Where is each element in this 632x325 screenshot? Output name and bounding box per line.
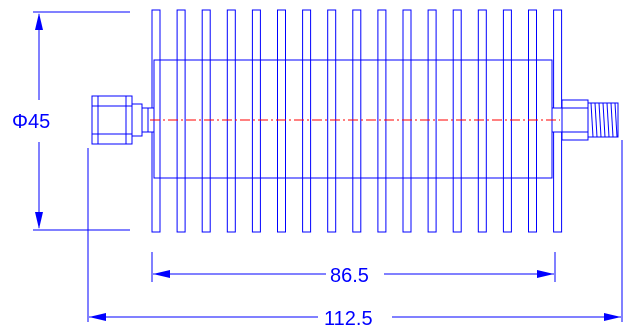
heatsink-fin xyxy=(177,10,185,232)
heatsink-fin xyxy=(252,10,260,232)
overall-length-label: 112.5 xyxy=(324,308,373,325)
heatsink-fin xyxy=(227,10,235,232)
heatsink-fin xyxy=(503,10,511,232)
diameter-label: Φ45 xyxy=(12,111,50,133)
heatsink-fin xyxy=(303,10,311,232)
heatsink-fin xyxy=(328,10,336,232)
heatsink-fin xyxy=(529,10,537,232)
heatsink-fin xyxy=(378,10,386,232)
body-length-label: 86.5 xyxy=(330,265,369,287)
heatsink-fin xyxy=(202,10,210,232)
right-sma-connector xyxy=(552,100,618,140)
heatsink-fins xyxy=(152,10,562,232)
heatsink-fin xyxy=(278,10,286,232)
heatsink-fin xyxy=(353,10,361,232)
heatsink-fin xyxy=(428,10,436,232)
left-sma-connector xyxy=(92,96,154,144)
heatsink-fin xyxy=(453,10,461,232)
heatsink-fin xyxy=(478,10,486,232)
heatsink-fin xyxy=(403,10,411,232)
